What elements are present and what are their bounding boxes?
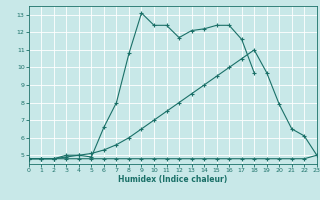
X-axis label: Humidex (Indice chaleur): Humidex (Indice chaleur)	[118, 175, 228, 184]
